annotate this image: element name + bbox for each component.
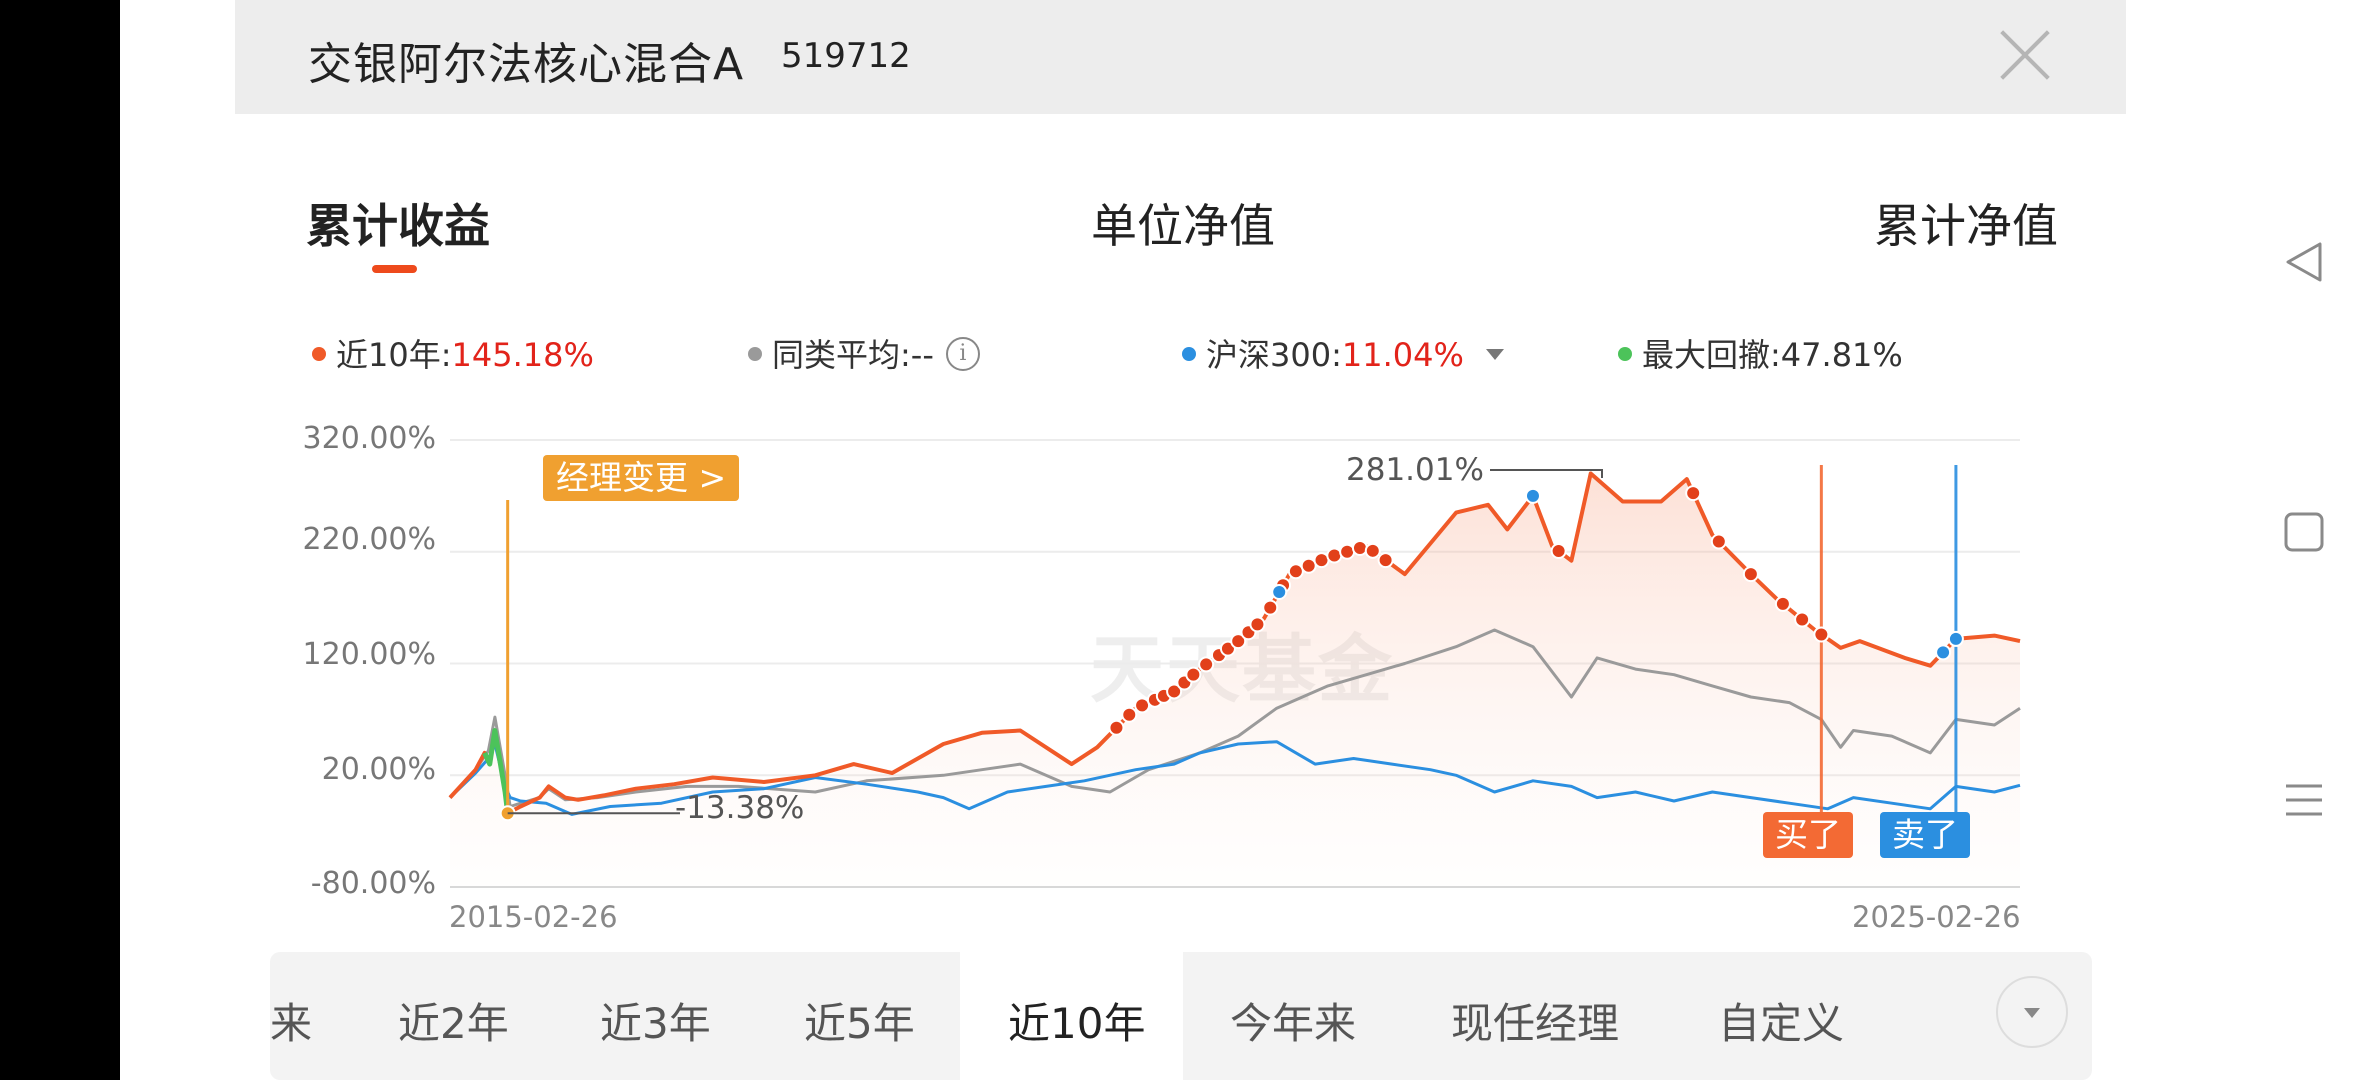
buy-trade-dot	[1121, 706, 1138, 723]
period-selector: 来 近2年 近3年 近5年 近10年 今年来 现任经理 自定义	[270, 952, 2092, 1080]
sell-trade-dot	[1935, 644, 1952, 661]
fund-name: 交银阿尔法核心混合A	[308, 39, 745, 90]
legend-fund-label: 近10年:	[336, 336, 452, 374]
hamburger-menu-icon[interactable]	[2280, 776, 2328, 824]
sell-marker[interactable]: 卖了	[1880, 812, 1970, 858]
manager-change-button[interactable]: 经理变更 >	[543, 455, 740, 501]
buy-trade-dot	[1685, 485, 1702, 502]
buy-trade-dot	[1287, 563, 1304, 580]
triangle-back-icon[interactable]	[2280, 238, 2328, 286]
buy-trade-dot	[1550, 543, 1567, 560]
sell-trade-dot	[1524, 487, 1541, 504]
legend-fund-value: 145.18%	[451, 336, 594, 374]
chevron-down-icon[interactable]	[1996, 976, 2068, 1048]
y-tick-label: -80.00%	[310, 866, 436, 901]
legend-peer-value: --	[910, 336, 934, 374]
legend-fund: 近10年:145.18%	[312, 330, 594, 376]
y-tick-label: 20.00%	[321, 752, 436, 787]
period-current-manager[interactable]: 现任经理	[1451, 999, 1620, 1048]
buy-trade-dot	[1742, 566, 1759, 583]
legend-peer-label: 同类平均:	[772, 336, 911, 374]
buy-trade-dot	[1364, 542, 1381, 559]
x-tick-end: 2025-02-26	[1852, 900, 2021, 934]
buy-trade-dot	[1339, 543, 1356, 560]
period-10y[interactable]: 近10年	[1008, 999, 1146, 1048]
tab-cumulative-return[interactable]: 累计收益	[306, 199, 490, 253]
sell-trade-dot	[1271, 583, 1288, 600]
active-tab-indicator	[372, 265, 417, 273]
csi300-line	[448, 740, 2021, 816]
tab-cumulative-nav[interactable]: 累计净值	[1874, 199, 2058, 253]
period-3y[interactable]: 近3年	[600, 999, 711, 1048]
period-2y[interactable]: 近2年	[398, 999, 509, 1048]
legend-drawdown-value: 47.81%	[1780, 336, 1903, 374]
left-black-bar	[0, 0, 120, 1080]
buy-trade-dot	[1166, 683, 1183, 700]
legend-fund-dot	[312, 347, 326, 361]
square-home-icon[interactable]	[2280, 508, 2328, 556]
y-tick-label: 220.00%	[302, 522, 436, 557]
buy-trade-dot	[1108, 719, 1125, 736]
max-drawdown-segment	[482, 728, 511, 814]
legend-index-dot	[1182, 347, 1196, 361]
buy-trade-dot	[1813, 626, 1830, 643]
period-ytd[interactable]: 今年来	[1230, 999, 1357, 1048]
buy-trade-dot	[1230, 633, 1247, 650]
chevron-down-icon[interactable]	[1485, 348, 1504, 360]
legend-drawdown: 最大回撤:47.81%	[1618, 330, 1903, 376]
y-tick-label: 120.00%	[302, 637, 436, 672]
buy-trade-dot	[1794, 611, 1811, 628]
sell-trade-dot	[1947, 630, 1964, 647]
legend-index-value: 11.04%	[1341, 336, 1464, 374]
period-active-background	[960, 952, 1183, 1080]
period-since-inception[interactable]: 来	[270, 999, 313, 1048]
buy-trade-dot	[1300, 557, 1317, 574]
buy-trade-dot	[1377, 552, 1394, 569]
fund-code: 519712	[781, 36, 911, 76]
buy-trade-dot	[1326, 547, 1343, 564]
max-leader-line	[1490, 469, 1603, 478]
legend-index-label: 沪深300:	[1206, 336, 1342, 374]
buy-marker[interactable]: 买了	[1763, 812, 1853, 858]
period-5y[interactable]: 近5年	[804, 999, 915, 1048]
max-return-label: 281.01%	[1346, 452, 1484, 488]
info-icon[interactable]: i	[945, 337, 980, 371]
period-custom[interactable]: 自定义	[1718, 999, 1845, 1048]
buy-trade-dot	[1134, 697, 1151, 714]
buy-trade-dot	[1249, 616, 1266, 633]
legend-drawdown-label: 最大回撤:	[1642, 336, 1781, 374]
fund-header: 交银阿尔法核心混合A 519712	[235, 0, 2126, 114]
x-tick-start: 2015-02-26	[449, 900, 618, 934]
buy-trade-dot	[1710, 533, 1727, 550]
buy-trade-dot	[1351, 540, 1368, 557]
fund-area-fill	[450, 473, 2020, 887]
legend-index[interactable]: 沪深300:11.04%	[1182, 330, 1504, 376]
y-tick-label: 320.00%	[302, 421, 436, 456]
tab-unit-nav[interactable]: 单位净值	[1091, 199, 1275, 253]
buy-trade-dot	[1198, 656, 1215, 673]
buy-trade-dot	[1774, 595, 1791, 612]
buy-trade-dot	[1185, 666, 1202, 683]
min-return-label: -13.38%	[675, 790, 805, 826]
legend-drawdown-dot	[1618, 347, 1632, 361]
legend-peer-dot	[748, 347, 762, 361]
buy-trade-dot	[1262, 599, 1279, 616]
legend-peer: 同类平均:-- i	[748, 330, 980, 376]
